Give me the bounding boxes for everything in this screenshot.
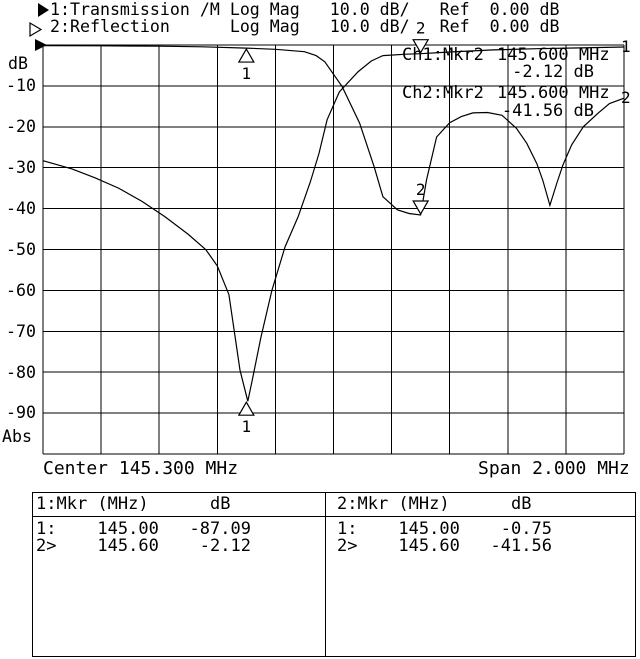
y-axis-unit-top: dB [8, 54, 28, 73]
channel2-marker-icon [29, 21, 43, 38]
ch2-marker-readout-value: -41.56 dB [501, 101, 594, 121]
ch1-marker-readout-value: -2.12 dB [512, 62, 594, 82]
ch2-marker-row: 2> 145.60 -41.56 [337, 536, 552, 556]
channel2-title-line: 2:Reflection Log Mag 10.0 dB/ Ref 0.00 d… [50, 17, 560, 36]
marker-table: 1:Mkr (MHz) dB 1: 145.00 -87.09 2> 145.6… [32, 492, 636, 657]
ch2-marker-row: 1: 145.00 -0.75 [337, 519, 552, 539]
marker-table-header-separator [33, 516, 635, 517]
y-axis-label: -20 [6, 117, 36, 136]
ch1-marker2-symbol-icon [412, 39, 430, 54]
ch1-marker-row: 1: 145.00 -87.09 [36, 519, 251, 539]
y-axis-label: -40 [6, 199, 36, 218]
reference-level-arrow-icon [35, 39, 47, 51]
ch1-marker-table-header: 1:Mkr (MHz) dB [36, 494, 231, 514]
trace2-end-label: 2 [621, 88, 631, 107]
ch2-marker1-symbol-icon [237, 47, 255, 63]
ch1-marker1-symbol-icon [237, 400, 255, 416]
ch1-marker-row: 2> 145.60 -2.12 [36, 536, 251, 556]
ch2-marker-readout-name: Ch2:Mkr2 [402, 83, 484, 103]
trace-markers: 1 1 2 2 [237, 19, 430, 436]
y-axis-label: -60 [6, 281, 36, 300]
y-axis-label: -90 [6, 403, 36, 422]
marker-table-divider [325, 493, 326, 656]
ch2-marker-readout-freq: 145.600 MHz [497, 83, 610, 103]
y-axis-unit-bottom: Abs [2, 427, 32, 446]
ch1-marker1-label: 1 [242, 417, 252, 436]
ch1-marker2-label: 2 [416, 19, 426, 38]
ch2-marker1-label: 1 [242, 64, 252, 83]
trace1-end-label: 1 [621, 37, 631, 56]
trace-end-labels: 12 [621, 37, 631, 107]
ch2-marker2-symbol-icon [412, 200, 430, 216]
span-frequency-label: Span 2.000 MHz [478, 458, 630, 479]
y-axis-label: -50 [6, 240, 36, 259]
ch1-marker-readout-name: Ch1:Mkr2 [402, 45, 484, 65]
center-frequency-label: Center 145.300 MHz [43, 458, 239, 479]
channel1-active-marker-icon [38, 3, 49, 17]
ch1-marker-readout-freq: 145.600 MHz [497, 45, 610, 65]
y-axis-label: -80 [6, 363, 36, 382]
ch2-marker2-label: 2 [416, 180, 426, 199]
ch2-marker-table-header: 2:Mkr (MHz) dB [337, 494, 532, 514]
y-axis-label: -70 [6, 322, 36, 341]
channel1-title-line: 1:Transmission /M Log Mag 10.0 dB/ Ref 0… [50, 0, 560, 19]
graticule-grid [42, 44, 625, 455]
y-axis-label: -10 [6, 76, 36, 95]
y-axis-label: -30 [6, 158, 36, 177]
trace-2 [42, 45, 625, 216]
